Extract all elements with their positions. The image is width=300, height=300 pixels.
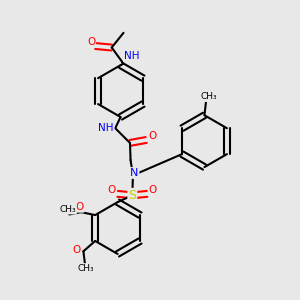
Text: S: S [128, 189, 136, 202]
Text: O: O [108, 185, 116, 195]
Text: CH₃: CH₃ [59, 205, 76, 214]
Text: O: O [87, 37, 95, 46]
Text: N: N [130, 168, 139, 178]
Text: CH₃: CH₃ [201, 92, 217, 101]
Text: O: O [148, 131, 157, 142]
Text: NH: NH [98, 123, 114, 133]
Text: NH: NH [124, 51, 140, 62]
Text: O: O [75, 202, 84, 212]
Text: O: O [149, 185, 157, 195]
Text: CH₃: CH₃ [77, 264, 94, 273]
Text: O: O [73, 245, 81, 255]
